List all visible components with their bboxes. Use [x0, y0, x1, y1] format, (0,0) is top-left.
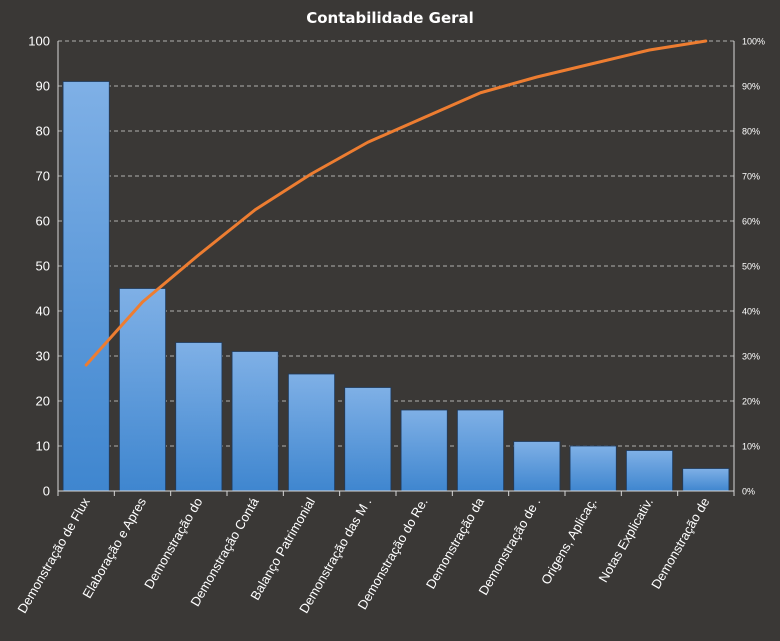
- y2-tick-label: 100%: [742, 37, 765, 47]
- y-tick-label: 90: [36, 79, 50, 94]
- y-tick-label: 30: [36, 349, 50, 364]
- y2-tick-label: 50%: [742, 262, 760, 272]
- bar: [457, 409, 504, 492]
- x-tick-label: Demonstração do: [141, 495, 205, 591]
- bar: [175, 342, 223, 492]
- y2-tick-label: 70%: [742, 172, 760, 182]
- cumulative-point: [253, 208, 257, 211]
- bar: [513, 441, 561, 492]
- cumulative-point: [648, 48, 651, 52]
- x-tick-label: Demonstração de Flux: [14, 495, 93, 616]
- cumulative-point: [591, 62, 595, 65]
- cumulative-point: [535, 75, 539, 79]
- cumulative-point: [141, 300, 144, 304]
- bar: [62, 81, 110, 492]
- x-tick-label: Origens, Aplicaç.: [538, 495, 600, 587]
- cumulative-point: [84, 363, 88, 367]
- bar: [231, 351, 279, 492]
- x-tick-label: Demonstração de: [648, 495, 712, 591]
- cumulative-point: [479, 91, 482, 94]
- bar: [626, 450, 673, 492]
- cumulative-point: [197, 253, 201, 256]
- y2-tick-label: 80%: [742, 127, 760, 137]
- y2-tick-label: 10%: [742, 442, 760, 452]
- bar: [682, 468, 730, 492]
- x-tick-label: Notas Explicativ.: [596, 495, 657, 585]
- cumulative-point: [704, 39, 708, 43]
- y2-tick-label: 90%: [742, 82, 760, 92]
- gridlines: [58, 40, 734, 447]
- bar: [400, 409, 448, 492]
- y2-tick-label: 20%: [742, 397, 760, 407]
- cumulative-line-layer: [84, 39, 708, 367]
- x-tick-label: Demonstração de .: [476, 495, 544, 598]
- y-tick-label: 0: [43, 484, 50, 499]
- y2-tick-label: 60%: [742, 217, 760, 227]
- bar: [288, 373, 335, 492]
- y-tick-label: 10: [36, 439, 50, 454]
- bar: [344, 387, 392, 492]
- cumulative-point: [366, 141, 370, 144]
- chart-title: Contabilidade Geral: [306, 9, 474, 27]
- y-tick-label: 60: [36, 214, 50, 229]
- bar: [569, 445, 617, 492]
- axes: [57, 41, 735, 496]
- y-tick-label: 40: [36, 304, 50, 319]
- cumulative-point: [310, 172, 313, 175]
- y-tick-label: 100: [28, 34, 50, 49]
- y2-tick-label: 0%: [742, 487, 755, 497]
- x-tick-label: Elaboração e Apres: [79, 495, 149, 601]
- y-tick-label: 20: [36, 394, 50, 409]
- cumulative-line: [84, 39, 708, 367]
- cumulative-point: [422, 116, 426, 119]
- y2-tick-label: 40%: [742, 307, 760, 317]
- x-tick-label: Demonstração da: [423, 494, 488, 591]
- y-tick-label: 70: [36, 169, 50, 184]
- y2-tick-label: 30%: [742, 352, 760, 362]
- bar: [119, 288, 166, 492]
- y-tick-label: 50: [36, 259, 50, 274]
- y-tick-label: 80: [36, 124, 50, 139]
